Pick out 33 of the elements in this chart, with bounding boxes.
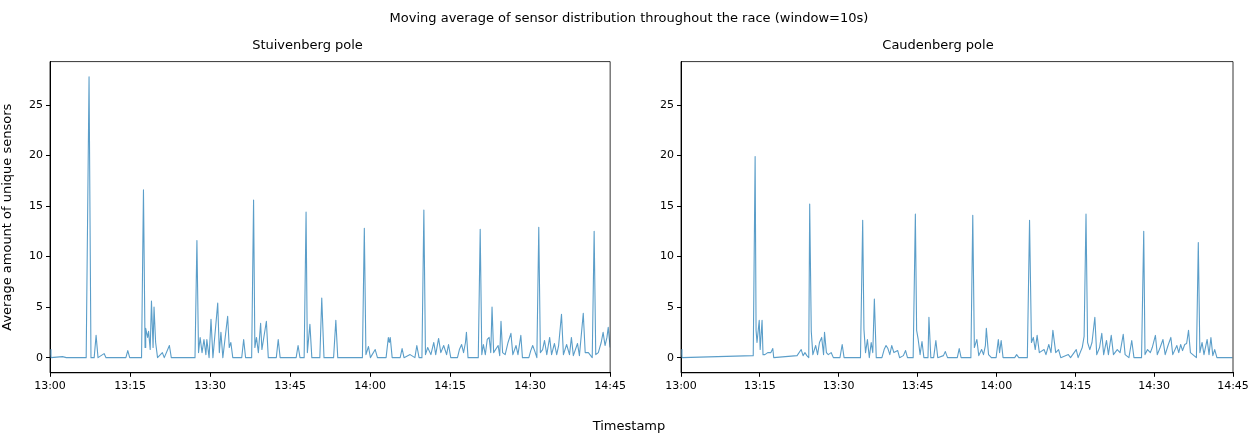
x-tick-label: 13:45 [901,379,934,393]
y-tick-label: 10 [29,249,43,263]
x-tick-label: 13:00 [34,379,66,393]
y-tick-label: 5 [667,299,674,313]
y-axis-title: Average amount of unique sensors [0,103,15,331]
y-tick-label: 0 [667,350,674,364]
x-tick-label: 14:15 [1059,379,1092,393]
x-tick-label: 13:15 [114,379,146,393]
y-tick-label: 5 [36,299,43,313]
y-tick-label: 10 [660,249,674,263]
x-tick-label: 14:00 [354,379,386,393]
x-tick-label: 13:30 [194,379,226,393]
x-tick-label: 14:45 [594,379,626,393]
y-tick-label: 15 [29,198,43,212]
x-tick-label: 14:30 [514,379,546,393]
x-tick-label: 13:30 [822,379,855,393]
y-tick-label: 25 [660,97,674,111]
x-tick-label: 14:00 [980,379,1013,393]
y-tick-label: 0 [36,350,43,364]
y-tick-label: 15 [660,198,674,212]
text: Moving average of sensor distribution throughout the race (window=10s) [388,10,870,25]
y-tick-label: 20 [660,148,674,162]
x-tick-label: 14:45 [1217,379,1249,393]
chart-title: Stuivenberg pole [252,37,363,53]
y-tick-label: 20 [29,148,43,162]
x-tick-label: 13:45 [274,379,306,393]
y-tick-label: 25 [29,97,43,111]
x-axis-title: Timestamp [591,418,667,433]
x-tick-label: 13:15 [744,379,776,393]
x-tick-label: 13:00 [665,379,697,393]
x-tick-label: 14:15 [434,379,466,393]
chart-title: Caudenberg pole [882,37,994,53]
x-tick-label: 14:30 [1138,379,1170,393]
